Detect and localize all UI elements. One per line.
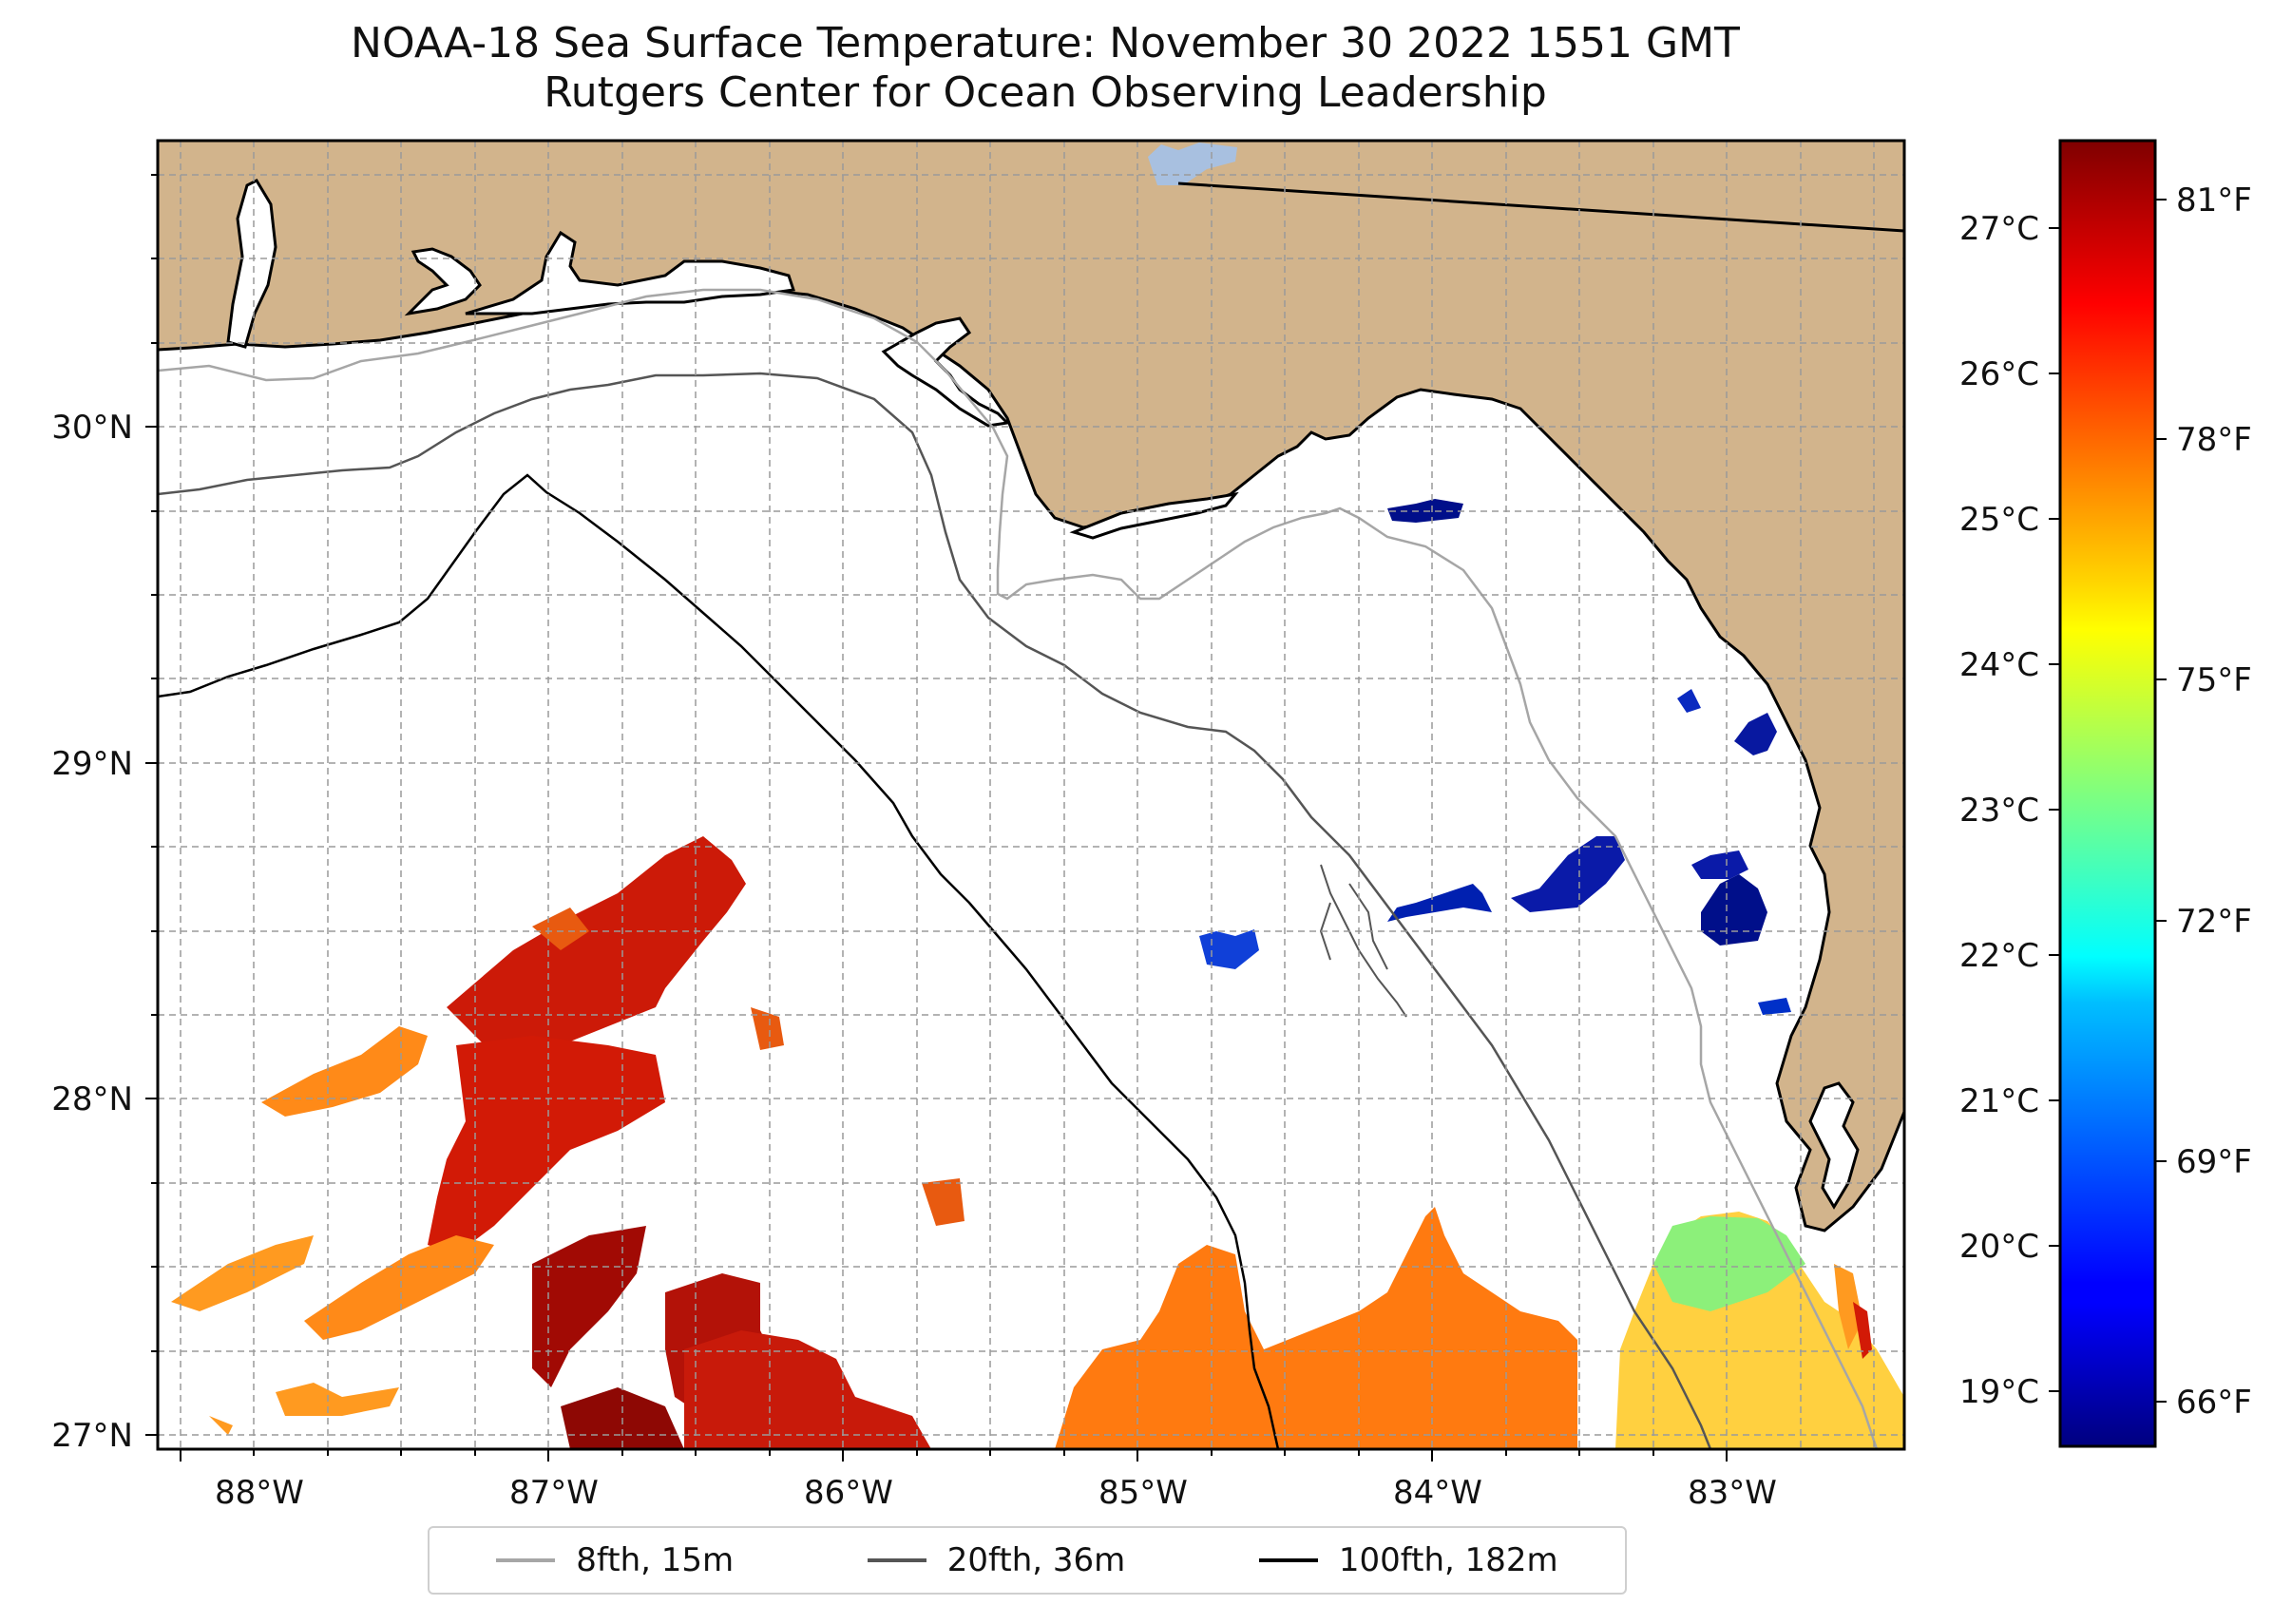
colorbar-gradient [2058,139,2157,1448]
cbar-c-24: 24°C [1959,646,2039,684]
legend-label-8fth: 8fth, 15m [576,1541,735,1579]
cbar-c-26: 26°C [1959,355,2039,393]
bay-apalachicola [1069,491,1239,540]
x-tick-85w: 85°W [1098,1474,1188,1512]
y-tick-28n: 28°N [51,1080,133,1118]
cbar-c-25: 25°C [1959,501,2039,539]
cbar-f-66: 66°F [2176,1384,2252,1422]
x-tick-83w: 83°W [1688,1474,1777,1512]
legend-entry-8fth: 8fth, 15m [496,1541,734,1579]
legend-label-20fth: 20fth, 36m [946,1541,1126,1579]
title-line-1: NOAA-18 Sea Surface Temperature: Novembe… [351,19,1740,67]
bay-mobile [226,179,277,349]
y-axis [145,174,158,1436]
y-tick-29n: 29°N [51,745,133,783]
legend-swatch-20fth [867,1558,926,1562]
isobath-100fth [158,473,1280,1449]
cbar-c-23: 23°C [1959,792,2039,830]
title-line-2: Rutgers Center for Ocean Observing Leade… [544,68,1547,117]
bay-pensacola [404,247,482,316]
map-frame [156,139,1906,1451]
x-axis [180,1449,1728,1462]
cbar-c-20: 20°C [1959,1228,2039,1266]
x-tick-87w: 87°W [509,1474,599,1512]
isobath-legend: 8fth, 15m 20fth, 36m 100fth, 182m [428,1526,1627,1595]
cbar-c-21: 21°C [1959,1082,2039,1120]
lake [1148,143,1237,185]
x-tick-86w: 86°W [804,1474,893,1512]
legend-label-100fth: 100fth, 182m [1338,1541,1558,1579]
map-panel [158,141,1904,1449]
cbar-f-69: 69°F [2176,1143,2252,1181]
cbar-f-72: 72°F [2176,903,2252,941]
y-tick-30n: 30°N [51,409,133,447]
legend-entry-20fth: 20fth, 36m [867,1541,1126,1579]
cbar-f-78: 78°F [2176,421,2252,459]
bay-tampa [1808,1081,1860,1210]
x-tick-88w: 88°W [215,1474,304,1512]
legend-swatch-8fth [496,1558,556,1562]
cbar-c-22: 22°C [1959,937,2039,975]
isobath-8fth [158,288,1879,1449]
map-title: NOAA-18 Sea Surface Temperature: Novembe… [0,19,2091,118]
legend-swatch-100fth [1258,1558,1318,1562]
y-tick-27n: 27°N [51,1417,133,1455]
cbar-f-81: 81°F [2176,182,2252,220]
legend-entry-100fth: 100fth, 182m [1258,1541,1558,1579]
colorbar: 27°C 26°C 25°C 24°C 23°C 22°C 21°C 20°C … [1959,139,2252,1448]
cbar-c-19: 19°C [1959,1373,2039,1411]
cbar-f-75: 75°F [2176,661,2252,699]
graticule [158,141,1904,1449]
state-border [1177,182,1904,233]
cbar-c-27: 27°C [1959,210,2039,248]
x-tick-84w: 84°W [1393,1474,1482,1512]
